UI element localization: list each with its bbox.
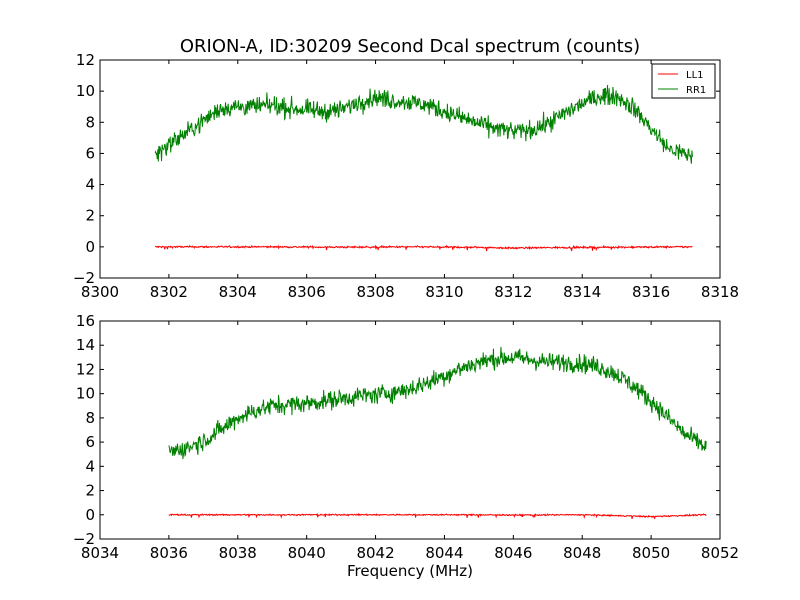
- series-line-red: [168, 512, 707, 520]
- chart-title: ORION-A, ID:30209 Second Dcal spectrum (…: [180, 36, 640, 57]
- y-tick-label: 2: [85, 482, 95, 500]
- x-tick-label: 8300: [81, 283, 119, 301]
- x-tick-label: 8048: [563, 544, 601, 562]
- x-tick-label: 8046: [494, 544, 532, 562]
- y-tick-label: −2: [73, 530, 95, 548]
- y-tick-label: 0: [85, 506, 95, 524]
- x-tick-label: 8306: [288, 283, 326, 301]
- bottom-panel: 8034 8036 8038 8040 8042 8044 8046 8048 8050 8052…: [73, 312, 739, 562]
- axes-frame: [99, 320, 721, 540]
- legend-label: LL1: [686, 70, 704, 81]
- y-tick-label: 6: [85, 144, 95, 162]
- x-tick-label: 8302: [150, 283, 188, 301]
- y-tick-label: 8: [85, 409, 95, 427]
- x-tick-label: 8038: [219, 544, 257, 562]
- y-tick-label: 6: [85, 433, 95, 451]
- x-axis-label: Frequency (MHz): [347, 562, 473, 580]
- x-tick-label: 8310: [425, 283, 463, 301]
- y-tick-label: 0: [85, 238, 95, 256]
- x-tick-label: 8318: [701, 283, 739, 301]
- y-tick-label: 12: [76, 360, 95, 378]
- y-tick-label: −2: [73, 269, 95, 287]
- x-tick-label: 8314: [563, 283, 601, 301]
- series-line-green: [168, 346, 707, 460]
- plot-area: [154, 85, 693, 252]
- legend-box: [651, 63, 716, 99]
- y-tick-label: 10: [76, 385, 95, 403]
- x-tick-label: 8040: [288, 544, 326, 562]
- x-tick-label: 8316: [632, 283, 670, 301]
- x-tick-label: 8050: [632, 544, 670, 562]
- x-tick-label: 8052: [701, 544, 739, 562]
- y-tick-label: 16: [76, 312, 95, 330]
- x-tick-label: 8036: [150, 544, 188, 562]
- axes-frame: [99, 59, 721, 279]
- x-tick-label: 8044: [425, 544, 463, 562]
- y-tick-label: 4: [85, 176, 95, 194]
- y-tick-label: 4: [85, 457, 95, 475]
- x-tick-label: 8308: [356, 283, 394, 301]
- y-tick-label: 2: [85, 207, 95, 225]
- x-tick-label: 8042: [356, 544, 394, 562]
- x-tick-label: 8034: [81, 544, 119, 562]
- y-tick-label: 14: [76, 336, 95, 354]
- y-tick-label: 8: [85, 113, 95, 131]
- series-line-rr1: [154, 85, 693, 164]
- legend-label: RR1: [686, 85, 706, 96]
- top-panel: 8300 8302 8304 8306 8308 8310 8312 8314 8316 8318…: [73, 51, 739, 301]
- y-tick-label: 10: [76, 82, 95, 100]
- x-tick-label: 8304: [219, 283, 257, 301]
- x-tick-label: 8312: [494, 283, 532, 301]
- y-tick-label: 12: [76, 51, 95, 69]
- plot-area: [168, 346, 707, 520]
- series-line-ll1: [155, 244, 693, 252]
